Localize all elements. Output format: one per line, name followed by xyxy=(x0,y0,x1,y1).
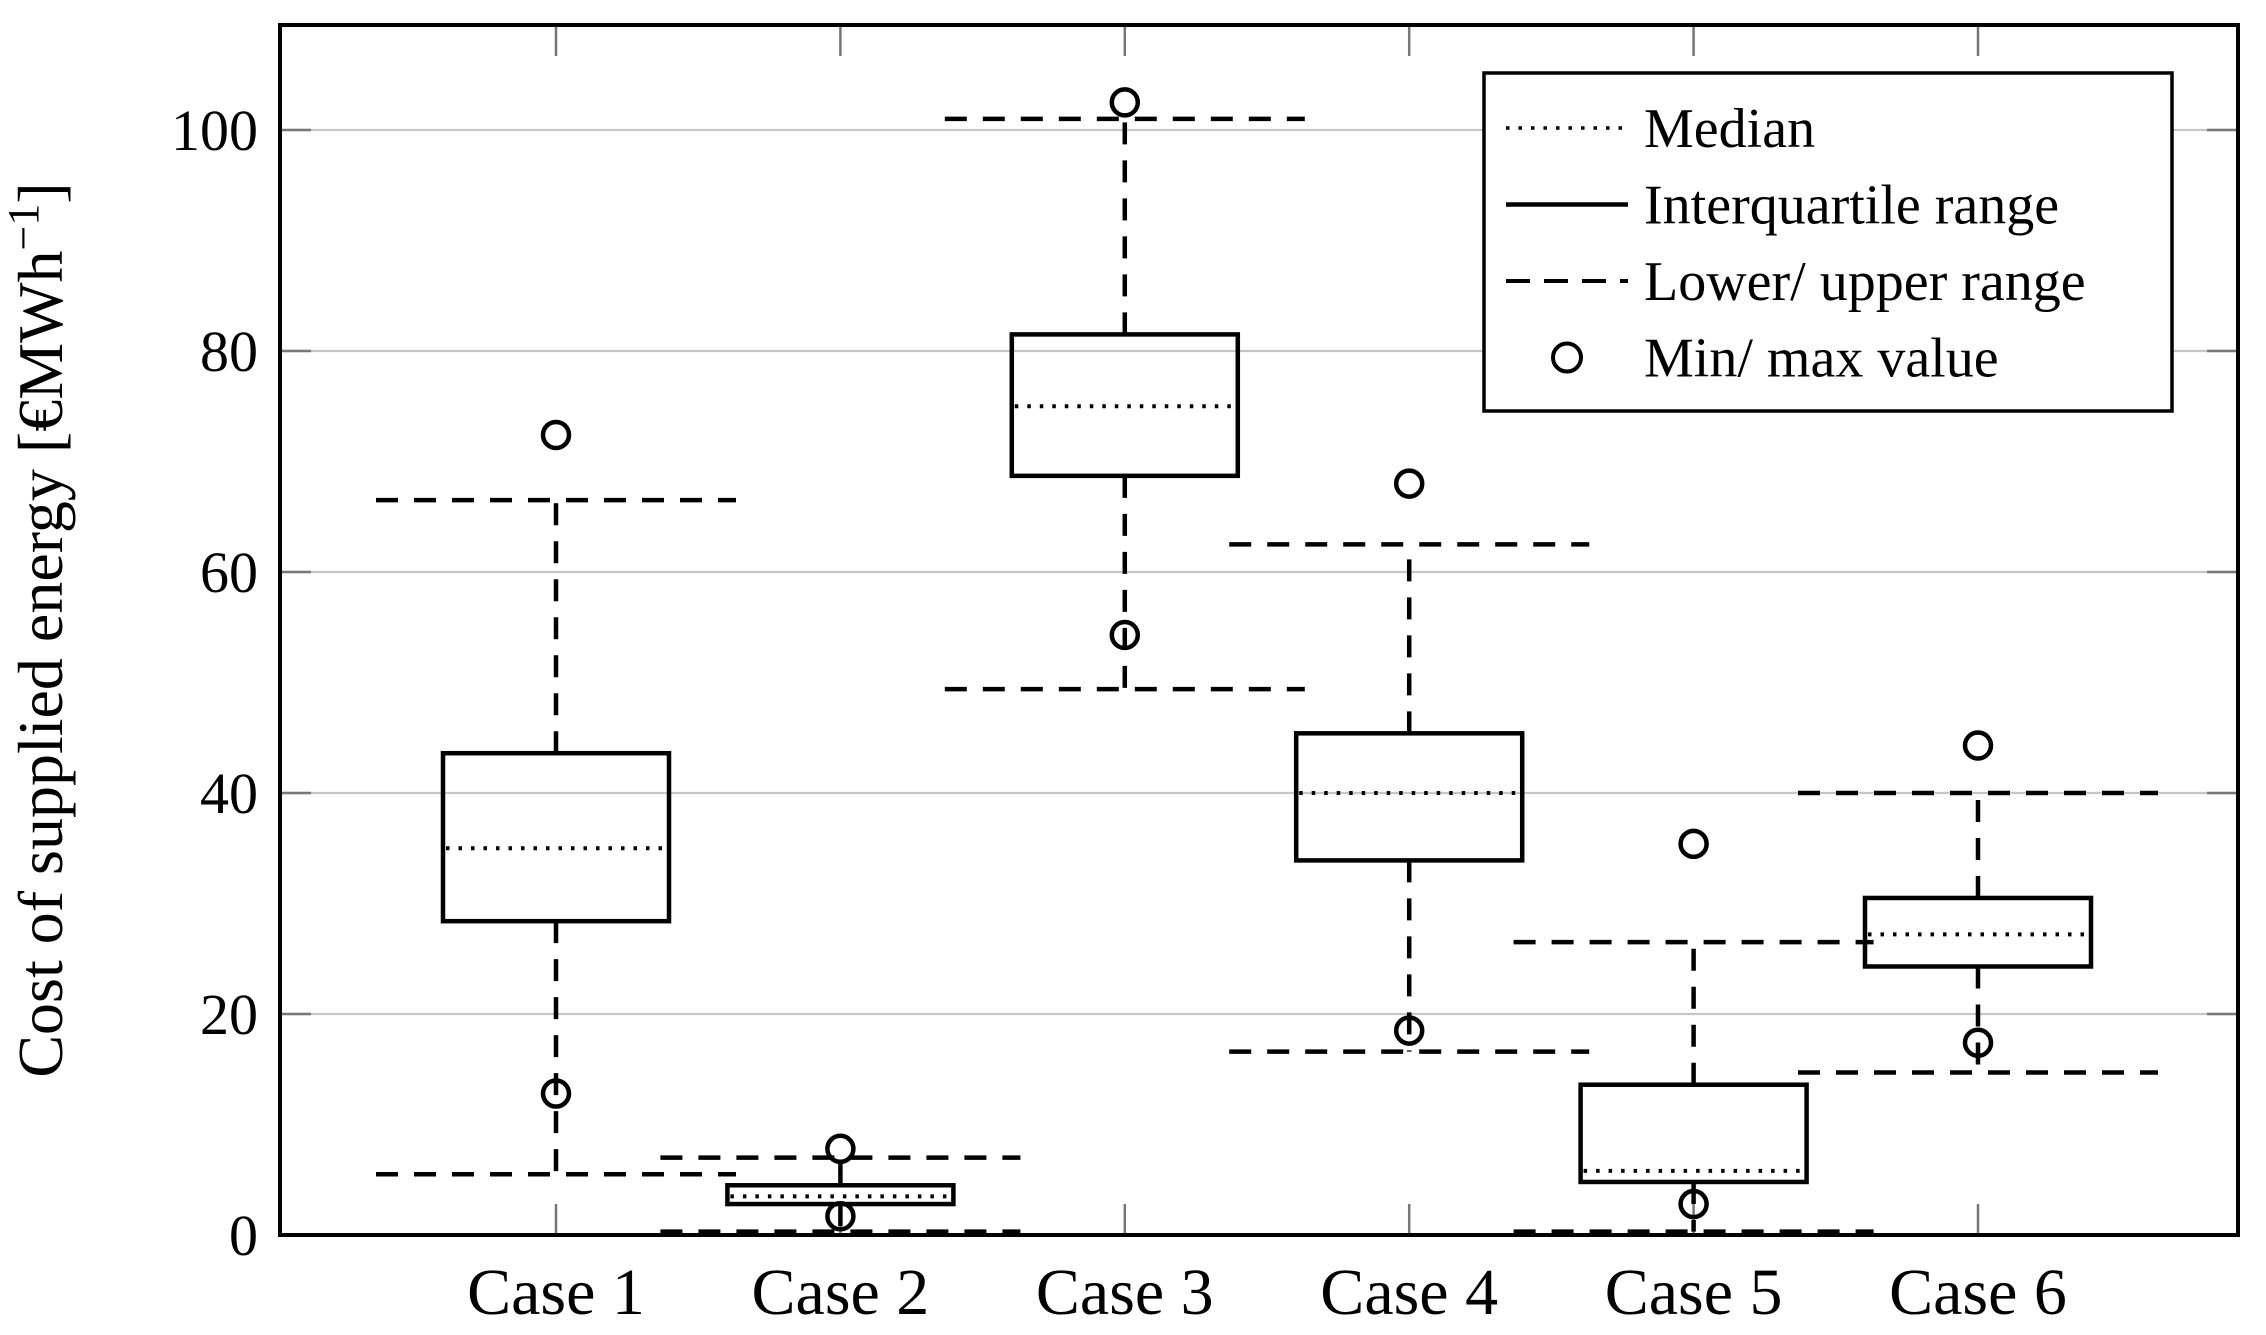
x-tick-labels: Case 1 Case 2 Case 3 Case 4 Case 5 Case 6 xyxy=(467,1256,2067,1329)
boxplot-case-3 xyxy=(944,87,1305,692)
x-tick-label-case-4: Case 4 xyxy=(1320,1256,1498,1329)
min-value-marker-case-3 xyxy=(1109,619,1141,651)
min-value-marker-case-5 xyxy=(1678,1188,1709,1220)
minmax-legend-icon xyxy=(1551,341,1583,374)
legend-item-dotted-line: Median xyxy=(1506,98,1815,160)
boxplot-case-5 xyxy=(1513,828,1874,1234)
iqr-box-case-1 xyxy=(440,750,672,924)
plot-frame xyxy=(278,23,2240,1237)
legend-label: Median xyxy=(1644,98,1815,160)
iqr-box-case-4 xyxy=(1293,731,1525,863)
boxplot-case-4 xyxy=(1229,468,1590,1054)
x-tick-label-case-3: Case 3 xyxy=(1036,1256,1214,1329)
max-value-marker-case-3 xyxy=(1109,87,1141,118)
x-tick-label-case-2: Case 2 xyxy=(752,1256,930,1329)
min-value-marker-case-1 xyxy=(540,1078,572,1109)
y-tick-label-40: 40 xyxy=(200,761,258,826)
y-tick-label-100: 100 xyxy=(171,98,258,163)
min-value-marker-case-2 xyxy=(825,1200,856,1232)
legend-label: Min/ max value xyxy=(1644,328,1999,390)
x-tick-label-case-5: Case 5 xyxy=(1605,1256,1783,1329)
min-value-marker-case-4 xyxy=(1393,1015,1425,1046)
iqr-box-case-5 xyxy=(1578,1082,1809,1185)
gridlines xyxy=(280,128,2238,1016)
boxplot-case-1 xyxy=(376,419,736,1177)
y-tick-labels: 0 20 40 60 80 100 xyxy=(171,98,258,1268)
y-tick-label-80: 80 xyxy=(200,319,258,384)
x-tick-label-case-1: Case 1 xyxy=(467,1256,645,1329)
max-value-marker-case-2 xyxy=(825,1133,856,1165)
legend-label: Lower/ upper range xyxy=(1644,251,2086,313)
max-value-marker-case-4 xyxy=(1393,468,1425,499)
min-value-marker-case-6 xyxy=(1962,1027,1994,1058)
max-value-marker-case-1 xyxy=(540,419,572,451)
y-tick-label-60: 60 xyxy=(200,540,258,605)
legend-label: Interquartile range xyxy=(1644,175,2059,237)
boxplot-case-2 xyxy=(660,1133,1021,1234)
boxplot-case-6 xyxy=(1798,730,2158,1075)
x-tick-label-case-6: Case 6 xyxy=(1889,1256,2067,1329)
iqr-box-case-3 xyxy=(1009,332,1241,479)
y-axis-label: Cost of supplied energy [€MWh−1] xyxy=(0,182,76,1077)
y-tick-label-0: 0 xyxy=(229,1203,258,1268)
legend-item-solid-line: Interquartile range xyxy=(1506,175,2059,237)
max-value-marker-case-5 xyxy=(1678,828,1709,860)
iqr-box-case-6 xyxy=(1862,895,2094,969)
legend: Median Interquartile range Lower/ upper ra… xyxy=(1482,71,2174,413)
y-tick-label-20: 20 xyxy=(200,982,258,1047)
legend-box xyxy=(1482,71,2174,413)
max-value-marker-case-6 xyxy=(1962,730,1994,761)
legend-item-dashed-line: Lower/ upper range xyxy=(1506,251,2086,313)
legend-item-circle: Min/ max value xyxy=(1551,328,1999,390)
